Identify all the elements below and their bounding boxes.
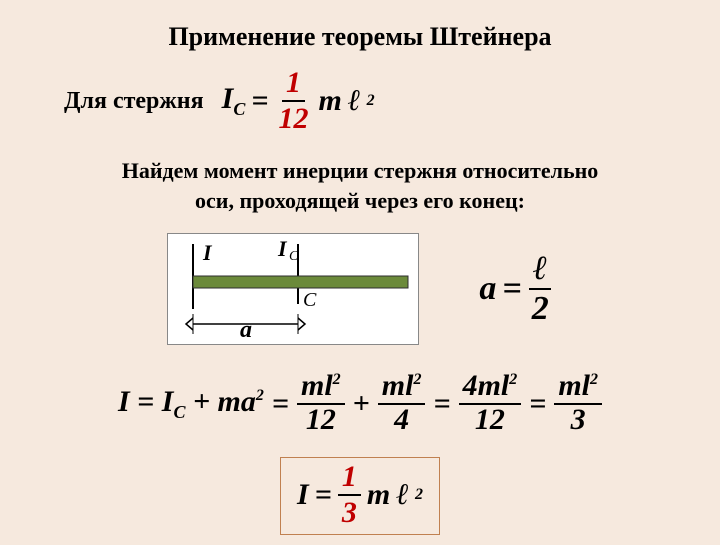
figure-row: C I I C a a = ℓ 2 <box>30 233 690 345</box>
ic-mass: m <box>318 84 341 118</box>
a-frac: ℓ 2 <box>528 252 553 326</box>
diagram-svg: C I I C a <box>168 234 418 344</box>
subtitle: Найдем момент инерции стержня относитель… <box>50 156 670 215</box>
ic-frac: 1 12 <box>274 68 312 134</box>
svg-text:C: C <box>303 289 317 311</box>
ic-formula: IC = 1 12 mℓ2 <box>222 68 375 134</box>
final-row: I = 1 3 mℓ2 <box>30 457 690 535</box>
ic-var: IC <box>222 82 246 120</box>
a-formula: a = ℓ 2 <box>479 252 552 326</box>
svg-text:a: a <box>240 317 252 343</box>
derivation: I = IC + ma2 = ml2 12 + ml2 4 = 4ml2 12 … <box>30 371 690 437</box>
svg-text:C: C <box>289 249 299 264</box>
diagram: C I I C a <box>167 233 419 345</box>
ic-length: ℓ <box>348 84 361 118</box>
eq-sign: = <box>251 84 268 118</box>
d-lhs: I = IC + ma2 <box>118 385 264 423</box>
svg-text:I: I <box>202 240 213 265</box>
page-title: Применение теоремы Штейнера <box>30 22 690 52</box>
rod-row: Для стержня IC = 1 12 mℓ2 <box>64 68 690 134</box>
ic-power: 2 <box>367 92 375 110</box>
rod-label: Для стержня <box>64 88 204 115</box>
svg-text:I: I <box>277 236 288 261</box>
slide: Применение теоремы Штейнера Для стержня … <box>0 0 720 545</box>
final-formula: I = 1 3 mℓ2 <box>280 457 440 535</box>
